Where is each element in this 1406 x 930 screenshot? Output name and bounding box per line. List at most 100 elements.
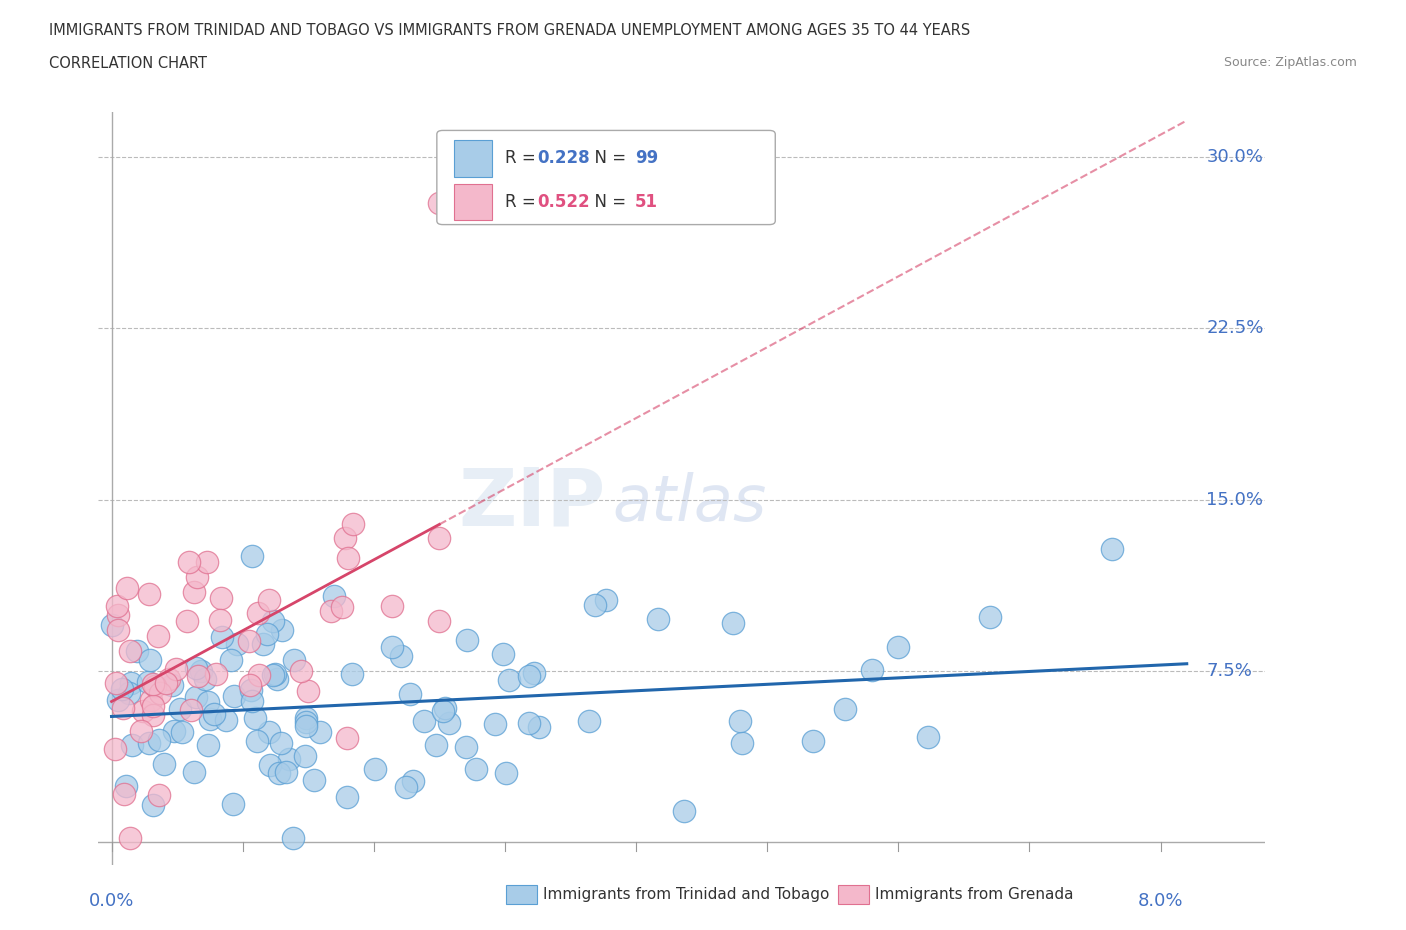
Point	[107, 608, 129, 623]
Point	[179, 554, 201, 569]
Point	[222, 797, 245, 812]
Point	[342, 516, 364, 531]
Point	[152, 757, 174, 772]
Point	[437, 716, 460, 731]
Text: N =: N =	[583, 193, 631, 211]
Point	[114, 787, 136, 802]
Point	[283, 653, 305, 668]
Point	[148, 788, 170, 803]
Point	[200, 712, 222, 727]
Point	[180, 702, 202, 717]
Text: 7.5%: 7.5%	[1206, 662, 1253, 680]
Text: atlas: atlas	[612, 472, 766, 535]
Point	[721, 616, 744, 631]
Point	[527, 720, 550, 735]
Point	[138, 675, 160, 690]
Point	[295, 718, 318, 733]
Point	[252, 637, 274, 652]
Text: ZIP: ZIP	[458, 464, 606, 542]
Point	[297, 684, 319, 698]
Bar	[454, 184, 492, 219]
Point	[803, 734, 825, 749]
Text: 0.228: 0.228	[537, 150, 591, 167]
Point	[138, 587, 160, 602]
Bar	[838, 885, 869, 904]
Point	[263, 666, 285, 681]
Point	[491, 647, 513, 662]
Point	[115, 580, 138, 595]
Point	[121, 737, 143, 752]
Point	[204, 667, 226, 682]
Point	[283, 830, 305, 845]
Point	[860, 662, 883, 677]
Point	[391, 648, 413, 663]
Point	[118, 644, 141, 658]
Point	[160, 677, 183, 692]
Point	[240, 683, 263, 698]
Point	[395, 779, 418, 794]
Point	[183, 764, 205, 779]
Point	[309, 724, 332, 739]
Point	[256, 627, 278, 642]
Text: 22.5%: 22.5%	[1206, 320, 1264, 338]
Point	[105, 599, 128, 614]
Point	[340, 667, 363, 682]
Point	[186, 660, 208, 675]
Point	[731, 736, 754, 751]
Point	[245, 711, 267, 725]
Point	[195, 554, 218, 569]
Point	[111, 700, 134, 715]
Point	[107, 623, 129, 638]
Text: 0.0%: 0.0%	[89, 892, 134, 910]
Point	[149, 685, 172, 700]
Point	[215, 713, 238, 728]
Point	[142, 676, 165, 691]
Point	[413, 713, 436, 728]
Point	[464, 762, 486, 777]
Text: 0.522: 0.522	[537, 193, 591, 211]
Point	[194, 671, 217, 686]
Point	[266, 671, 288, 686]
Point	[190, 664, 212, 679]
Point	[139, 653, 162, 668]
Point	[111, 682, 134, 697]
Point	[125, 644, 148, 658]
Point	[129, 724, 152, 738]
Point	[239, 678, 262, 693]
Point	[730, 713, 752, 728]
Point	[240, 549, 263, 564]
Point	[304, 773, 326, 788]
Point	[270, 736, 292, 751]
Point	[595, 592, 617, 607]
Point	[433, 701, 456, 716]
Point	[176, 614, 198, 629]
Point	[118, 685, 141, 700]
Point	[120, 675, 142, 690]
Point	[132, 704, 155, 719]
Text: R =: R =	[505, 150, 540, 167]
Point	[142, 708, 165, 723]
Point	[484, 716, 506, 731]
Point	[364, 762, 387, 777]
Point	[277, 751, 299, 766]
Point	[495, 765, 517, 780]
Point	[259, 758, 281, 773]
Point	[142, 798, 165, 813]
Point	[146, 629, 169, 644]
Point	[240, 694, 263, 709]
Text: 51: 51	[636, 193, 658, 211]
Point	[170, 724, 193, 739]
Point	[381, 640, 404, 655]
Point	[269, 765, 291, 780]
Point	[169, 702, 191, 717]
Text: R =: R =	[505, 193, 540, 211]
Point	[270, 622, 292, 637]
Point	[226, 636, 249, 651]
Point	[647, 612, 669, 627]
Point	[142, 699, 165, 714]
Point	[155, 676, 177, 691]
Point	[208, 613, 231, 628]
Bar	[506, 885, 537, 904]
Point	[259, 724, 281, 739]
Point	[498, 673, 520, 688]
